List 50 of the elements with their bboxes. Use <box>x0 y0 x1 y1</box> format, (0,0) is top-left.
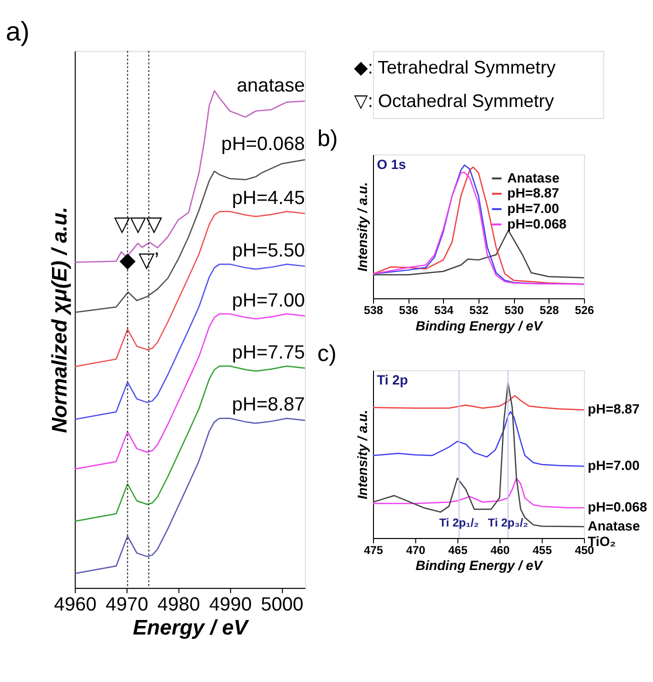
x-tick-label: 4970 <box>106 594 148 616</box>
series-label: pH=7.00 <box>588 458 640 474</box>
x-tick-label: 460 <box>490 544 510 557</box>
x-axis-title: Binding Energy / eV <box>416 558 544 574</box>
annotation: Ti 2p₁/₂ <box>439 518 479 530</box>
chart-title: a) <box>6 16 30 47</box>
x-tick-label: 532 <box>469 305 489 318</box>
x-tick-label: 475 <box>364 544 384 557</box>
annotation: O 1s <box>376 156 406 172</box>
series-label: anatase <box>236 76 305 97</box>
chart-title: b) <box>317 124 338 151</box>
series-label: pH=0.068 <box>588 500 648 515</box>
x-axis-title: Energy / eV <box>132 616 250 640</box>
series-label: pH=8.87 <box>232 394 305 416</box>
x-tick-label: 530 <box>504 305 524 318</box>
x-tick-label: 455 <box>532 544 552 557</box>
series-label: pH=7.00 <box>232 290 305 312</box>
x-tick-label: 536 <box>399 305 418 318</box>
series-label: pH=5.50 <box>232 240 305 262</box>
x-tick-label: 4960 <box>54 594 97 616</box>
y-axis-title: Normalized χμ(E) / a.u. <box>48 206 72 434</box>
x-tick-label: 4990 <box>209 594 252 616</box>
x-tick-label: 465 <box>448 544 468 557</box>
series-label: pH=7.75 <box>232 342 305 364</box>
series-label: pH=0.068 <box>221 134 305 156</box>
annotation: Ti 2p₃/₂ <box>488 518 528 530</box>
x-tick-label: 534 <box>434 305 454 318</box>
chart-title: c) <box>317 340 337 366</box>
x-tick-label: 528 <box>540 305 560 318</box>
x-tick-label: 450 <box>574 544 594 557</box>
y-axis-title: Intensity / a.u. <box>354 410 370 500</box>
x-tick-label: 470 <box>406 544 426 557</box>
legend-label: pH=8.87 <box>507 186 560 201</box>
x-tick-label: 4980 <box>157 594 200 616</box>
annotation: ◆ <box>120 249 137 272</box>
legend-label: pH=0.068 <box>507 216 568 232</box>
x-axis-title: Binding Energy / eV <box>416 318 544 334</box>
legend-label: Anatase <box>507 170 560 186</box>
x-tick-label: 526 <box>574 305 594 318</box>
text: ▽: Octahedral Symmetry <box>354 91 555 111</box>
text: ◆: Tetrahedral Symmetry <box>354 57 557 78</box>
annotation: Ti 2p <box>376 372 408 388</box>
series-label: pH=8.87 <box>588 402 640 417</box>
annotation: ▽▽▽ <box>114 212 163 236</box>
annotation: ▽’ <box>138 249 160 272</box>
x-tick-label: 5000 <box>260 594 304 616</box>
series-label: pH=4.45 <box>232 188 305 209</box>
x-tick-label: 538 <box>364 305 384 318</box>
legend-label: pH=7.00 <box>507 200 560 216</box>
y-axis-title: Intensity / a.u. <box>354 182 370 272</box>
